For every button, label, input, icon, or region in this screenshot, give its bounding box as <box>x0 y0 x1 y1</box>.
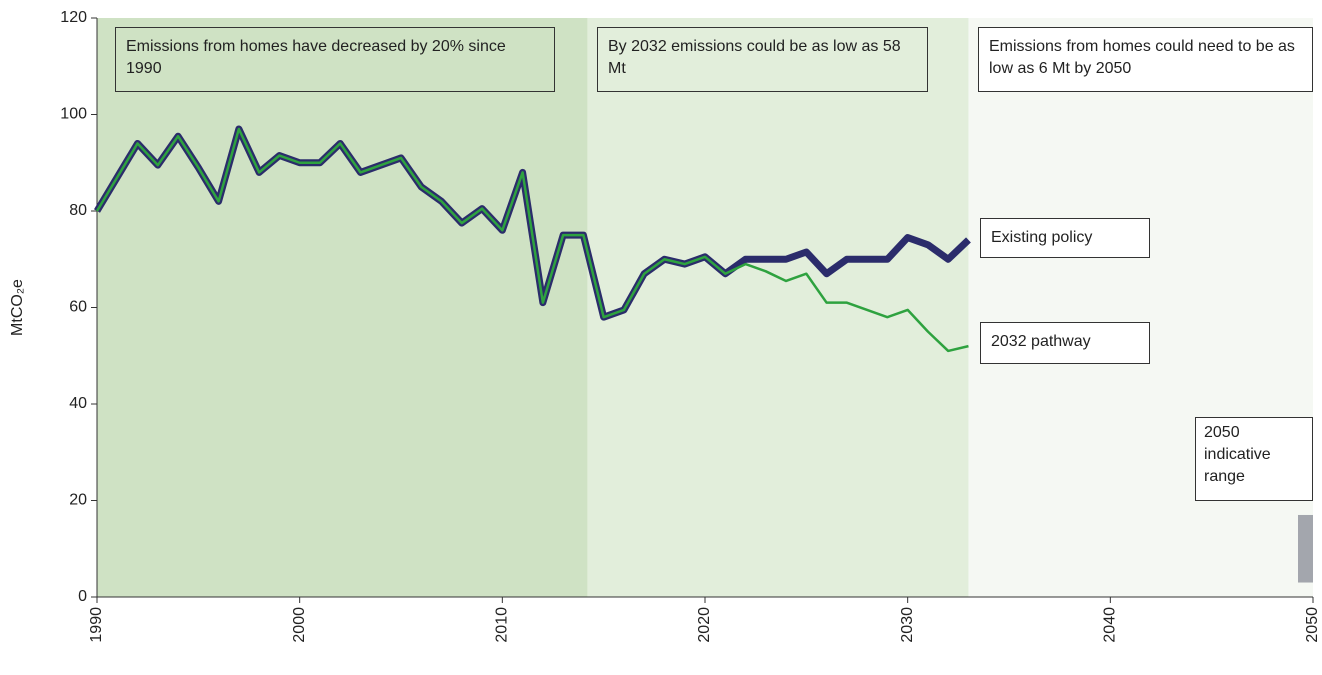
y-tick-label: 40 <box>69 395 87 412</box>
period-shade <box>968 18 1313 597</box>
y-axis-label: MtCO₂e <box>9 279 26 336</box>
period-shade <box>97 18 588 597</box>
y-tick-label: 20 <box>69 492 87 509</box>
x-tick-label: 2030 <box>899 607 916 643</box>
series-label: Existing policy <box>980 218 1150 258</box>
annotation: By 2032 emissions could be as low as 58 … <box>597 27 928 92</box>
series-line <box>95 127 969 353</box>
x-tick-label: 2010 <box>494 607 511 643</box>
x-tick-label: 1990 <box>88 607 105 643</box>
y-tick-label: 80 <box>69 202 87 219</box>
annotation: Emissions from homes have decreased by 2… <box>115 27 555 92</box>
y-tick-label: 60 <box>69 299 87 316</box>
x-tick-label: 2020 <box>696 607 713 643</box>
y-tick-label: 120 <box>60 9 87 26</box>
x-tick-label: 2050 <box>1304 607 1321 643</box>
annotation: Emissions from homes could need to be as… <box>978 27 1313 92</box>
range-label: 2050 indicative range <box>1195 417 1313 501</box>
x-tick-label: 2000 <box>291 607 308 643</box>
period-shade <box>587 18 969 597</box>
x-tick-label: 2040 <box>1102 607 1119 643</box>
y-tick-label: 100 <box>60 106 87 123</box>
series-label: 2032 pathway <box>980 322 1150 364</box>
y-tick-label: 0 <box>78 588 87 605</box>
range-bar <box>1298 514 1313 583</box>
